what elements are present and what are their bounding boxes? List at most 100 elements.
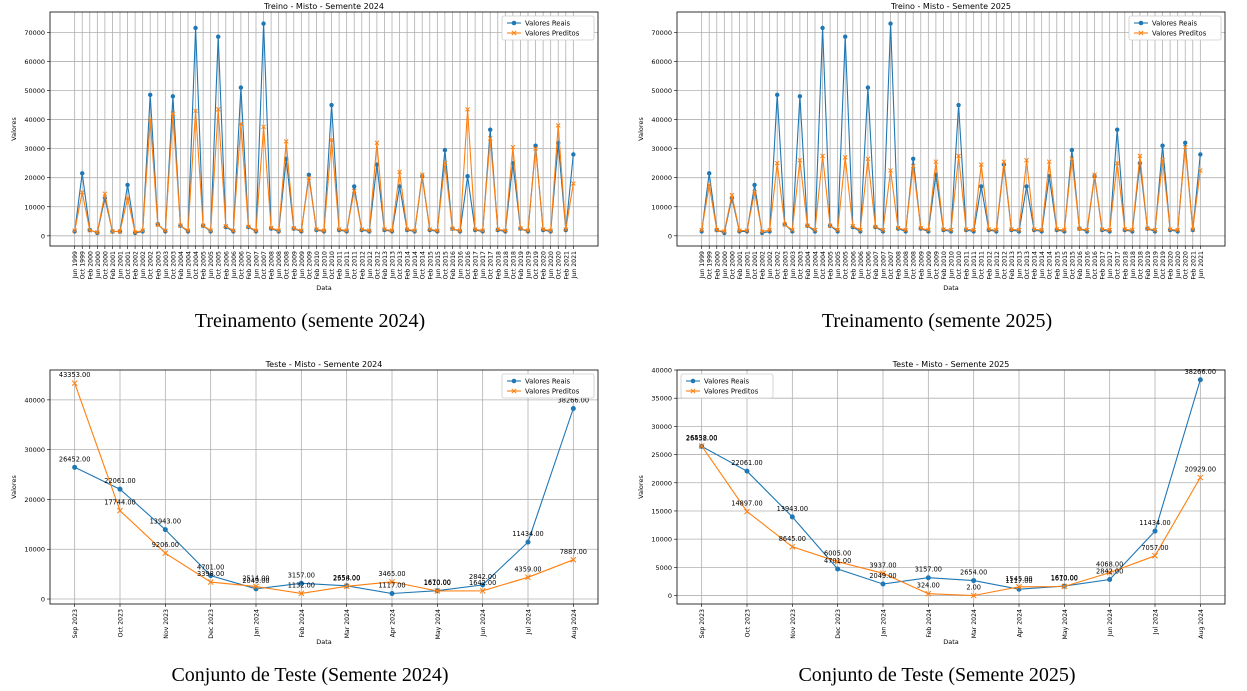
- legend-label: Valores Reais: [525, 19, 571, 27]
- point-reais: [850, 224, 855, 230]
- y-axis-label: Valores: [637, 475, 645, 499]
- y-tick-label: 0: [668, 592, 672, 600]
- x-tick-label: Jun 2005: [835, 251, 842, 279]
- point-reais: [465, 174, 470, 179]
- point-preditos: [72, 228, 78, 233]
- x-tick-label: Oct 2002: [148, 251, 155, 279]
- chart-title: Teste - Misto - Semente 2024: [265, 360, 383, 369]
- point-preditos: [94, 229, 100, 235]
- x-tick-label: Feb 2019: [518, 251, 525, 280]
- point-preditos: [698, 442, 705, 449]
- y-axis-label: Valores: [10, 475, 18, 499]
- point-preditos: [298, 228, 304, 233]
- point-reais: [397, 184, 402, 189]
- x-tick-label: Oct 2023: [744, 609, 751, 637]
- x-tick-label: Jun 2007: [880, 251, 887, 279]
- caption-test-2024: Conjunto de Teste (Semente 2024): [171, 664, 449, 686]
- x-tick-label: Oct 2023: [117, 609, 124, 637]
- x-tick-label: Jun 2008: [903, 251, 910, 279]
- point-preditos: [895, 225, 901, 231]
- point-preditos: [1061, 583, 1068, 590]
- point-reais: [956, 102, 961, 108]
- x-tick-label: Oct 2006: [238, 251, 245, 279]
- point-preditos: [1152, 552, 1158, 559]
- point-preditos: [706, 182, 712, 188]
- x-tick-label: Oct 2018: [510, 251, 517, 279]
- x-tick-label: Jul 2024: [526, 609, 533, 635]
- y-tick-label: 20000: [651, 174, 672, 182]
- x-tick-label: Oct 2004: [193, 251, 200, 279]
- point-preditos: [970, 592, 977, 599]
- x-tick-label: Feb 2010: [941, 251, 948, 280]
- point-preditos: [767, 227, 773, 233]
- point-reais: [926, 229, 931, 234]
- x-tick-label: Feb 2012: [359, 251, 366, 280]
- x-tick-label: Jun 2010: [322, 251, 329, 279]
- x-tick-label: Jun 2013: [390, 251, 397, 279]
- caption-train-2025: Treinamento (semente 2025): [821, 310, 1053, 332]
- point-preditos: [555, 123, 561, 128]
- point-reais: [858, 229, 863, 234]
- data-label-preditos: 3398.00: [197, 570, 224, 578]
- x-tick-label: Feb 2002: [133, 251, 140, 280]
- x-tick-label: Oct 2015: [1069, 251, 1076, 279]
- point-preditos: [1099, 227, 1105, 232]
- point-preditos: [314, 227, 319, 232]
- point-preditos: [789, 227, 795, 233]
- data-label-reais: 2049.00: [242, 577, 269, 585]
- data-label-preditos: 1610.00: [424, 579, 451, 587]
- point-reais: [1152, 528, 1158, 534]
- x-tick-label: Jan 2024: [880, 609, 887, 637]
- point-preditos: [487, 136, 493, 141]
- x-tick-label: Oct 2005: [843, 251, 850, 279]
- point-reais: [880, 229, 886, 234]
- point-reais: [744, 468, 750, 474]
- point-preditos: [1114, 160, 1120, 166]
- x-tick-label: Jun 2006: [231, 251, 238, 279]
- x-tick-label: Feb 2021: [1190, 251, 1197, 280]
- point-preditos: [1009, 227, 1014, 232]
- x-tick-label: Oct 2020: [556, 251, 563, 279]
- test-chart-2025: Teste - Misto - Semente 2025 Sep 2023 Oct …: [627, 358, 1247, 658]
- point-preditos: [291, 225, 297, 231]
- point-preditos: [699, 227, 705, 233]
- point-reais: [865, 85, 871, 90]
- point-preditos: [223, 223, 229, 229]
- point-reais: [389, 590, 395, 596]
- x-tick-label: Oct 2009: [933, 251, 940, 279]
- x-tick-label: Nov 2023: [163, 609, 170, 639]
- point-preditos: [971, 227, 977, 233]
- test-chart-2024-svg: Teste - Misto - Semente 2024 Sep 2023 Oct …: [10, 360, 599, 646]
- x-tick-label: Oct 2008: [284, 251, 291, 279]
- point-preditos: [374, 140, 380, 146]
- point-reais: [1107, 577, 1113, 583]
- y-tick-label: 70000: [24, 29, 45, 37]
- x-axis-label: Data: [316, 284, 332, 292]
- data-label-reais: 2842.00: [1096, 568, 1123, 576]
- x-tick-label: Jun 2019: [526, 251, 533, 279]
- y-tick-label: 30000: [24, 446, 45, 454]
- point-preditos: [1152, 227, 1158, 233]
- point-reais: [72, 464, 78, 470]
- x-tick-label: Feb 2013: [1009, 251, 1016, 280]
- x-tick-label: Jun 2019: [1153, 251, 1160, 279]
- legend-swatch-marker: [511, 378, 517, 384]
- x-tick-label: Feb 2003: [155, 251, 162, 280]
- point-preditos: [200, 223, 206, 229]
- x-tick-label: Jun 2009: [299, 251, 306, 279]
- point-preditos: [102, 191, 108, 197]
- point-preditos: [434, 228, 440, 233]
- series-line-preditos: [74, 383, 574, 594]
- x-tick-label: Jun 2024: [1107, 609, 1114, 637]
- x-tick-label: Feb 2017: [473, 251, 480, 280]
- point-preditos: [382, 227, 387, 232]
- data-label-preditos: 3937.00: [869, 561, 896, 569]
- point-preditos: [570, 556, 577, 563]
- point-reais: [843, 34, 848, 39]
- point-reais: [1137, 160, 1143, 166]
- data-label-reais: 2654.00: [333, 574, 360, 582]
- legend-label: Valores Reais: [1152, 19, 1198, 27]
- point-reais: [835, 566, 841, 572]
- point-reais: [117, 486, 123, 492]
